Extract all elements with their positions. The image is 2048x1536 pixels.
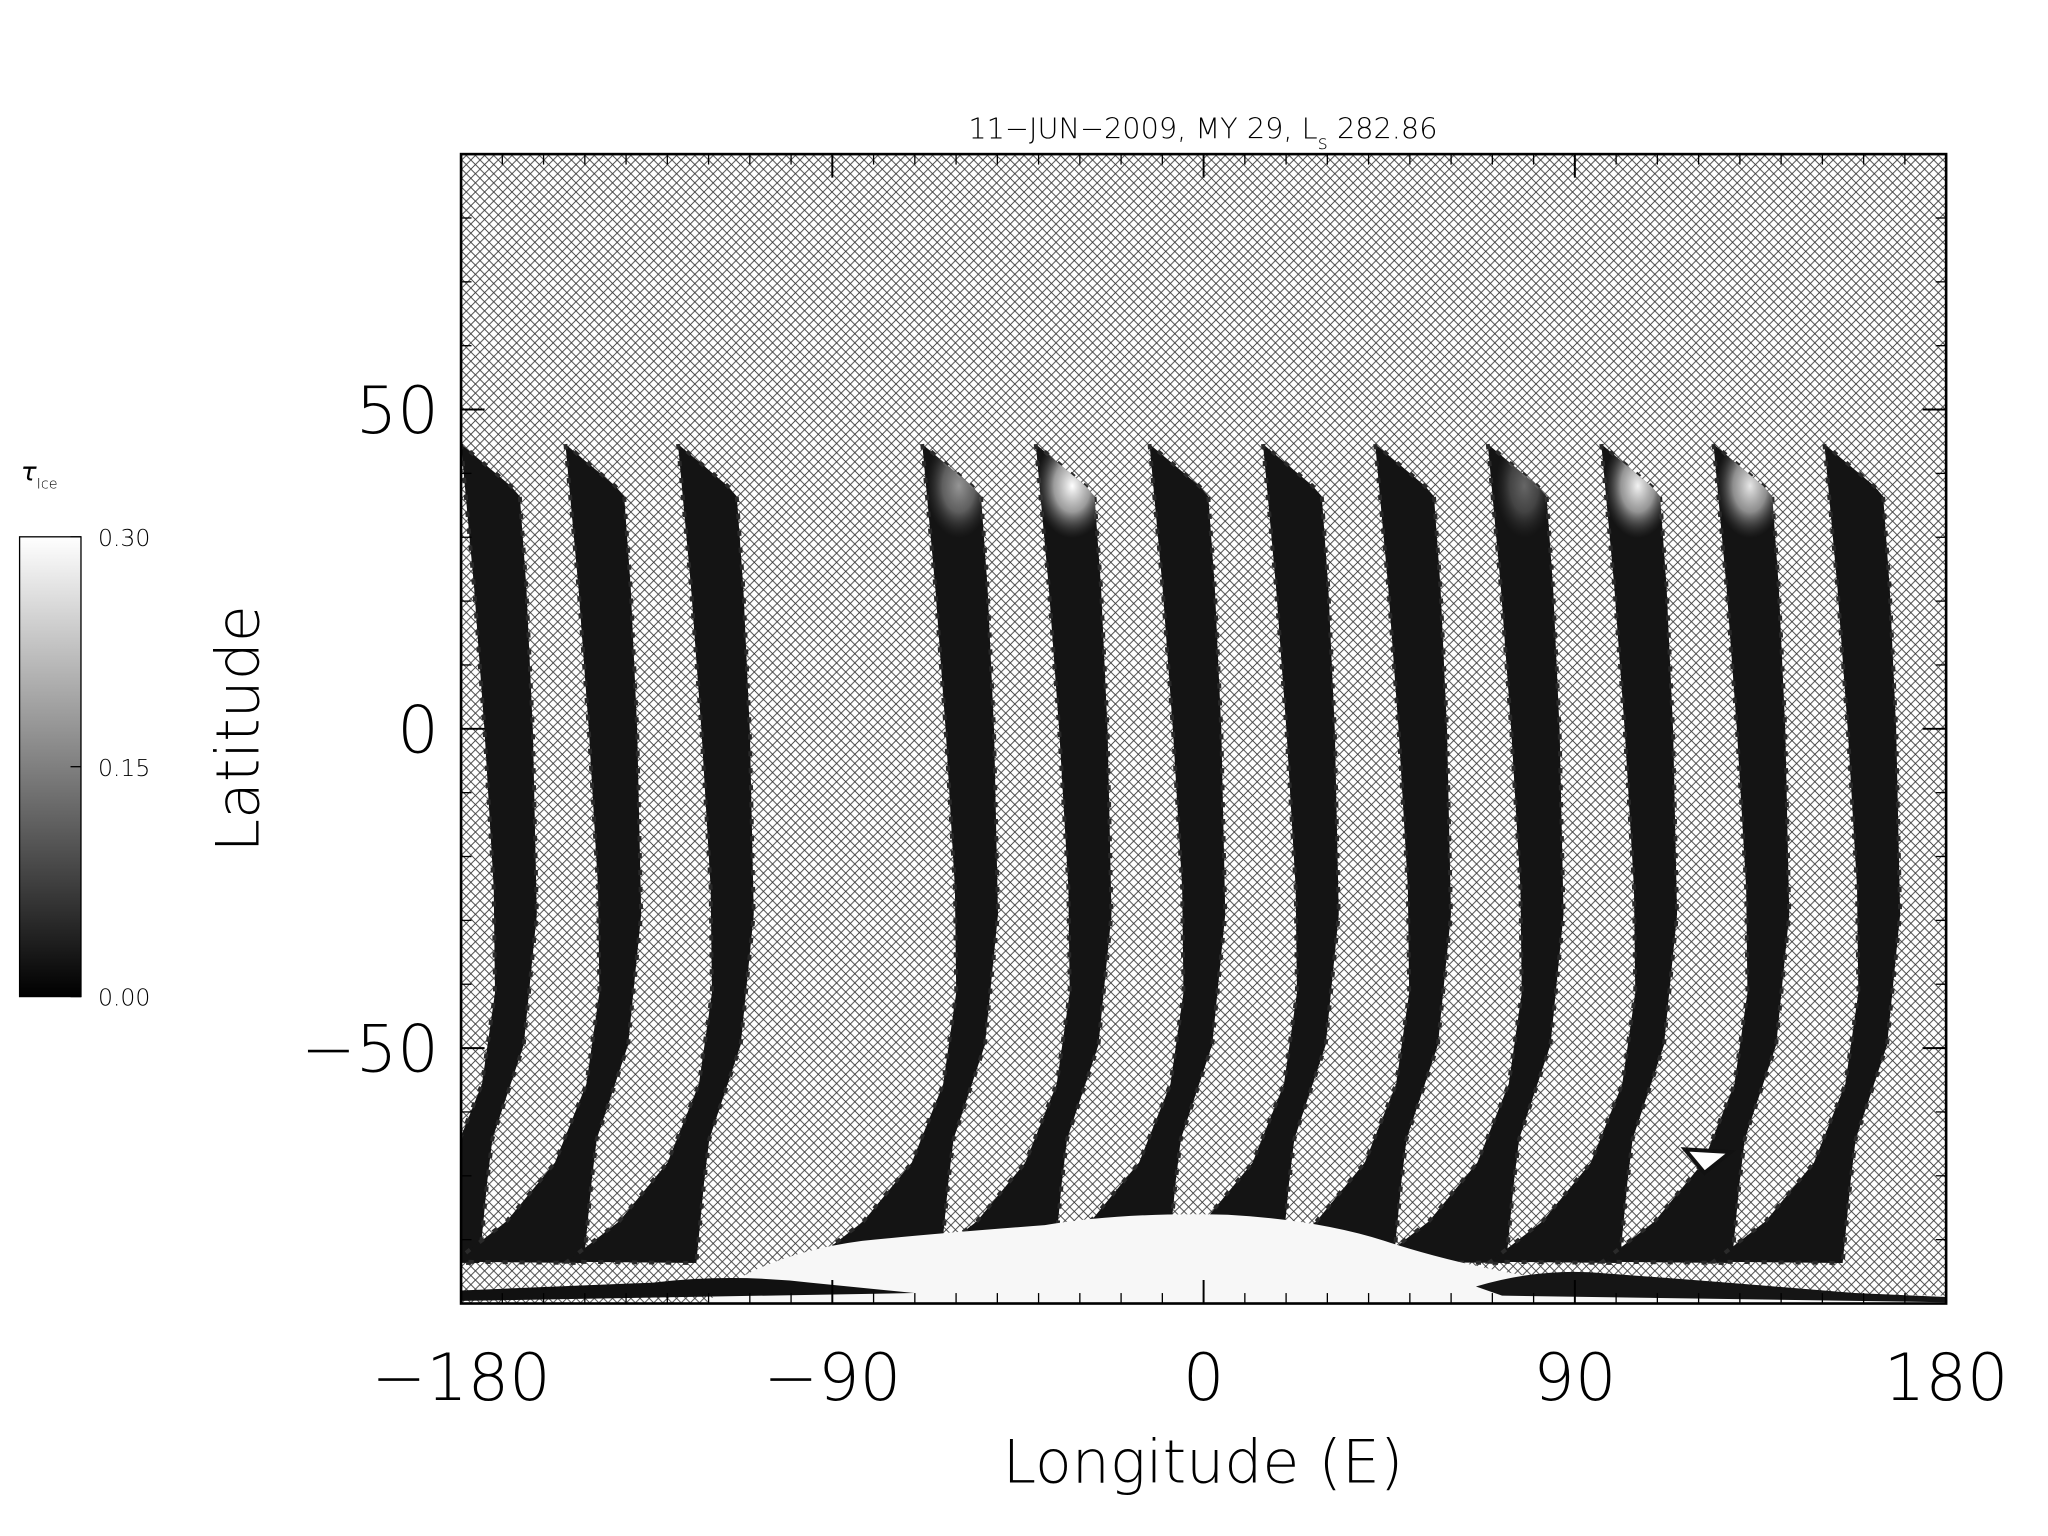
colorbar-sub: Ice — [37, 476, 58, 492]
chart-title: 11−JUN−2009, MY 29, Ls 282.86 — [968, 111, 1437, 153]
swath — [924, 444, 1112, 1264]
x-tick-label: −90 — [763, 1340, 901, 1416]
colorbar-tick-label: 0.15 — [98, 754, 150, 782]
gap — [1680, 1147, 1736, 1176]
x-tick-label: −180 — [371, 1340, 550, 1416]
swath-texture — [1371, 439, 1566, 1265]
x-tick-label: 90 — [1533, 1340, 1616, 1416]
colorbar-tick-label: 0.30 — [98, 524, 150, 552]
swath-texture — [1146, 439, 1341, 1265]
y-tick-label: 50 — [356, 373, 439, 449]
swath — [566, 444, 754, 1264]
swath-texture — [1596, 439, 1792, 1265]
swath — [1376, 444, 1564, 1264]
swath-texture — [1484, 439, 1680, 1265]
swath — [461, 444, 642, 1264]
y-axis-title: Latitude — [204, 605, 274, 852]
swath — [1152, 444, 1339, 1264]
swath-texture — [461, 439, 644, 1265]
swath-texture — [1258, 439, 1453, 1265]
colorbar-tick-label: 0.00 — [98, 984, 150, 1012]
swath — [1490, 444, 1678, 1264]
colorbar-title: τIce — [21, 458, 58, 493]
swath-texture — [561, 439, 756, 1265]
cap-dark — [461, 1278, 915, 1301]
title-main: 11−JUN−2009, MY 29, L — [968, 111, 1317, 145]
swath — [1264, 444, 1451, 1264]
swath — [1713, 444, 1901, 1264]
y-tick-label: −50 — [301, 1012, 439, 1088]
x-tick-label: 180 — [1884, 1340, 2009, 1416]
swath — [1602, 444, 1790, 1264]
x-tick-label: 0 — [1183, 1340, 1225, 1416]
x-axis-title: Longitude (E) — [1003, 1427, 1404, 1497]
polar-cap — [461, 1147, 1947, 1304]
colorbar-symbol: τ — [21, 458, 37, 488]
title-sub: s — [1318, 131, 1328, 154]
cap-region — [705, 1214, 1947, 1304]
swath-texture — [919, 439, 1114, 1265]
swath-texture — [805, 439, 1000, 1265]
swath-texture — [1032, 439, 1228, 1265]
swath — [811, 444, 999, 1264]
title-end: 282.86 — [1328, 111, 1438, 145]
swath — [1038, 444, 1226, 1264]
y-tick-label: 0 — [397, 692, 439, 768]
swath-texture — [461, 441, 539, 1265]
swath-texture — [1707, 439, 1903, 1265]
cap-dark — [1475, 1271, 1947, 1303]
